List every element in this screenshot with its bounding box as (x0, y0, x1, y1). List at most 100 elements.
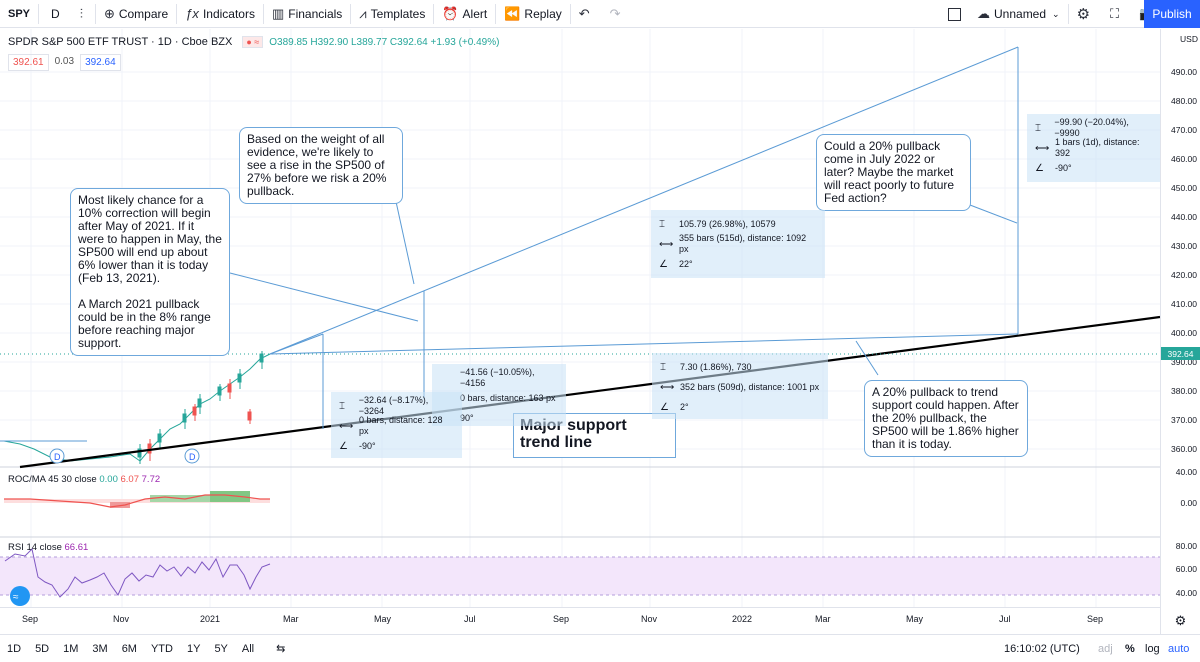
indicators-button[interactable]: ƒx Indicators (177, 0, 263, 28)
bid-price[interactable]: 392.61 (8, 54, 49, 71)
height-icon: ⌶ (339, 400, 345, 412)
measure-angle: 2° (680, 401, 689, 412)
divider (350, 3, 352, 24)
bar-style-button[interactable]: ⫶ (72, 0, 95, 28)
ask-price[interactable]: 392.64 (80, 54, 121, 71)
measure-bars: 352 bars (509d), distance: 1001 px (680, 381, 820, 392)
log-toggle[interactable]: log (1145, 642, 1160, 655)
price-tick: 370.00 (1171, 415, 1197, 425)
fullscreen-square-button[interactable] (940, 0, 969, 28)
symbol-title[interactable]: SPDR S&P 500 ETF TRUST · 1D · Cboe BZX (8, 36, 233, 48)
replay-label: Replay (524, 6, 562, 21)
roc-tick: 40.00 (1175, 467, 1197, 477)
currency-label[interactable]: USD (1180, 34, 1198, 44)
time-tick: Mar (283, 614, 299, 624)
evidence-note[interactable]: Based on the weight of all evidence, we'… (239, 127, 403, 204)
top-toolbar: SPY D ⫶ ⊕ Compare ƒx Indicators ▥ Financial… (0, 0, 1200, 28)
measure-angle: 22° (679, 258, 693, 269)
range-5y[interactable]: 5Y (214, 642, 228, 655)
correction-note[interactable]: Most likely chance for a 10% correction … (70, 188, 230, 356)
settings-button[interactable]: ⚙ (1069, 0, 1102, 28)
price-axis[interactable]: USD 490.00 480.00 470.00 460.00 450.00 4… (1160, 29, 1200, 634)
time-tick: May (906, 614, 924, 624)
drop20-measurement[interactable]: ⌶ −99.90 (−20.04%), −9990 ⟷ 1 bars (1d), d… (1027, 114, 1160, 182)
layout-menu[interactable]: ☁ Unnamed ⌄ (969, 0, 1068, 28)
width-icon: ⟷ (1035, 142, 1050, 154)
financials-button[interactable]: ▥ Financials (264, 0, 350, 28)
rise-measurement[interactable]: ⌶ 105.79 (26.98%), 10579 ⟷ 355 bars (515d)… (651, 210, 825, 278)
templates-icon: ⩘ (359, 5, 367, 21)
projection-drawings[interactable] (229, 46, 1019, 429)
auto-toggle[interactable]: auto (1168, 642, 1190, 655)
undo-button[interactable]: ↶ (571, 0, 602, 28)
range-1d[interactable]: 1D (7, 642, 22, 655)
expand-icon: ⛶ (1110, 6, 1120, 21)
tv-logo-icon[interactable] (10, 586, 30, 606)
roc-legend[interactable]: ROC/MA 45 30 close 0.00 6.07 7.72 (8, 474, 160, 485)
symbol-search[interactable]: SPY (0, 0, 38, 28)
dividend-marker[interactable] (49, 448, 65, 464)
july-note[interactable]: Could a 20% pullback come in July 2022 o… (816, 134, 971, 211)
time-tick: Sep (553, 614, 570, 624)
adj-toggle[interactable]: adj (1098, 642, 1113, 655)
roc-label: ROC/MA 45 30 close (8, 474, 97, 485)
price-candles (3, 351, 271, 464)
replay-button[interactable]: ⏪ Replay (496, 0, 570, 28)
gear-icon: ⚙ (1076, 6, 1091, 23)
interval-button[interactable]: D (39, 0, 72, 28)
spread: 0.03 (54, 56, 75, 67)
height-icon: ⌶ (660, 361, 666, 373)
time-axis[interactable]: Sep Nov 2021 Mar May Jul Sep Nov 2022 Ma… (0, 607, 1160, 634)
support-trend-line[interactable] (19, 315, 1160, 469)
bar-chart-icon: ▥ (271, 5, 285, 21)
time-tick: Nov (641, 614, 658, 624)
symbol-label: SPY (8, 7, 31, 20)
price-tick: 410.00 (1171, 299, 1197, 309)
height-icon: ⌶ (659, 218, 665, 230)
rsi-value: 66.61 (64, 542, 89, 553)
axis-settings-button[interactable]: ⚙ (1161, 608, 1200, 634)
chevron-down-icon: ⌄ (1052, 8, 1060, 19)
fullscreen-button[interactable]: ⛶ (1102, 0, 1131, 28)
date-range-icon[interactable]: ⇆ (276, 643, 286, 655)
eye-icon[interactable]: ● ≈ (242, 36, 264, 48)
range-1m[interactable]: 1M (63, 642, 79, 655)
trend-note[interactable]: A 20% pullback to trend support could ha… (864, 380, 1028, 457)
alert-button[interactable]: ⏰ Alert (434, 0, 495, 28)
price-tick: 440.00 (1171, 212, 1197, 222)
publish-button[interactable]: Publish (1144, 0, 1200, 28)
price-tick: 400.00 (1171, 328, 1197, 338)
rsi-tick: 40.00 (1175, 588, 1197, 598)
function-icon: ƒx (185, 6, 199, 21)
time-tick: May (374, 614, 392, 624)
redo-button[interactable]: ↷ (602, 0, 633, 28)
percent-toggle[interactable]: % (1125, 642, 1135, 655)
price-tick: 460.00 (1171, 154, 1197, 164)
dividend-marker[interactable] (184, 448, 200, 464)
range-6m[interactable]: 6M (121, 642, 137, 655)
measure-bars: 0 bars, distance: 128 px (359, 415, 443, 436)
clock-time[interactable]: 16:10:02 (UTC) (1004, 642, 1080, 655)
financials-label: Financials (288, 6, 343, 21)
price-tick: 480.00 (1171, 96, 1197, 106)
range-3m[interactable]: 3M (92, 642, 108, 655)
measure-angle: -90° (359, 440, 376, 451)
range-5d[interactable]: 5D (35, 642, 50, 655)
rsi-band (0, 557, 1160, 595)
templates-button[interactable]: ⩘ Templates (351, 0, 433, 28)
divider (433, 3, 435, 24)
compare-button[interactable]: ⊕ Compare (96, 0, 176, 28)
width-icon: ⟷ (339, 420, 354, 432)
price-tick: 490.00 (1171, 67, 1197, 77)
trend-measurement[interactable]: ⌶ 7.30 (1.86%), 730 ⟷ 352 bars (509d), dis… (652, 353, 828, 419)
measure-price: −99.90 (−20.04%), −9990 (1054, 117, 1129, 138)
measure-bars: 0 bars, distance: 163 px (460, 392, 556, 403)
range-all[interactable]: All (241, 642, 255, 655)
replay-icon: ⏪ (504, 5, 521, 21)
range-1y[interactable]: 1Y (186, 642, 201, 655)
range-ytd[interactable]: YTD (150, 642, 173, 655)
roc-tick: 0.00 (1180, 498, 1197, 508)
rsi-legend[interactable]: RSI 14 close 66.61 (8, 542, 88, 553)
alarm-icon: ⏰ (442, 5, 459, 21)
eight-pct-measurement[interactable]: ⌶ −32.64 (−8.17%), −3264 ⟷ 0 bars, distanc… (331, 392, 462, 458)
